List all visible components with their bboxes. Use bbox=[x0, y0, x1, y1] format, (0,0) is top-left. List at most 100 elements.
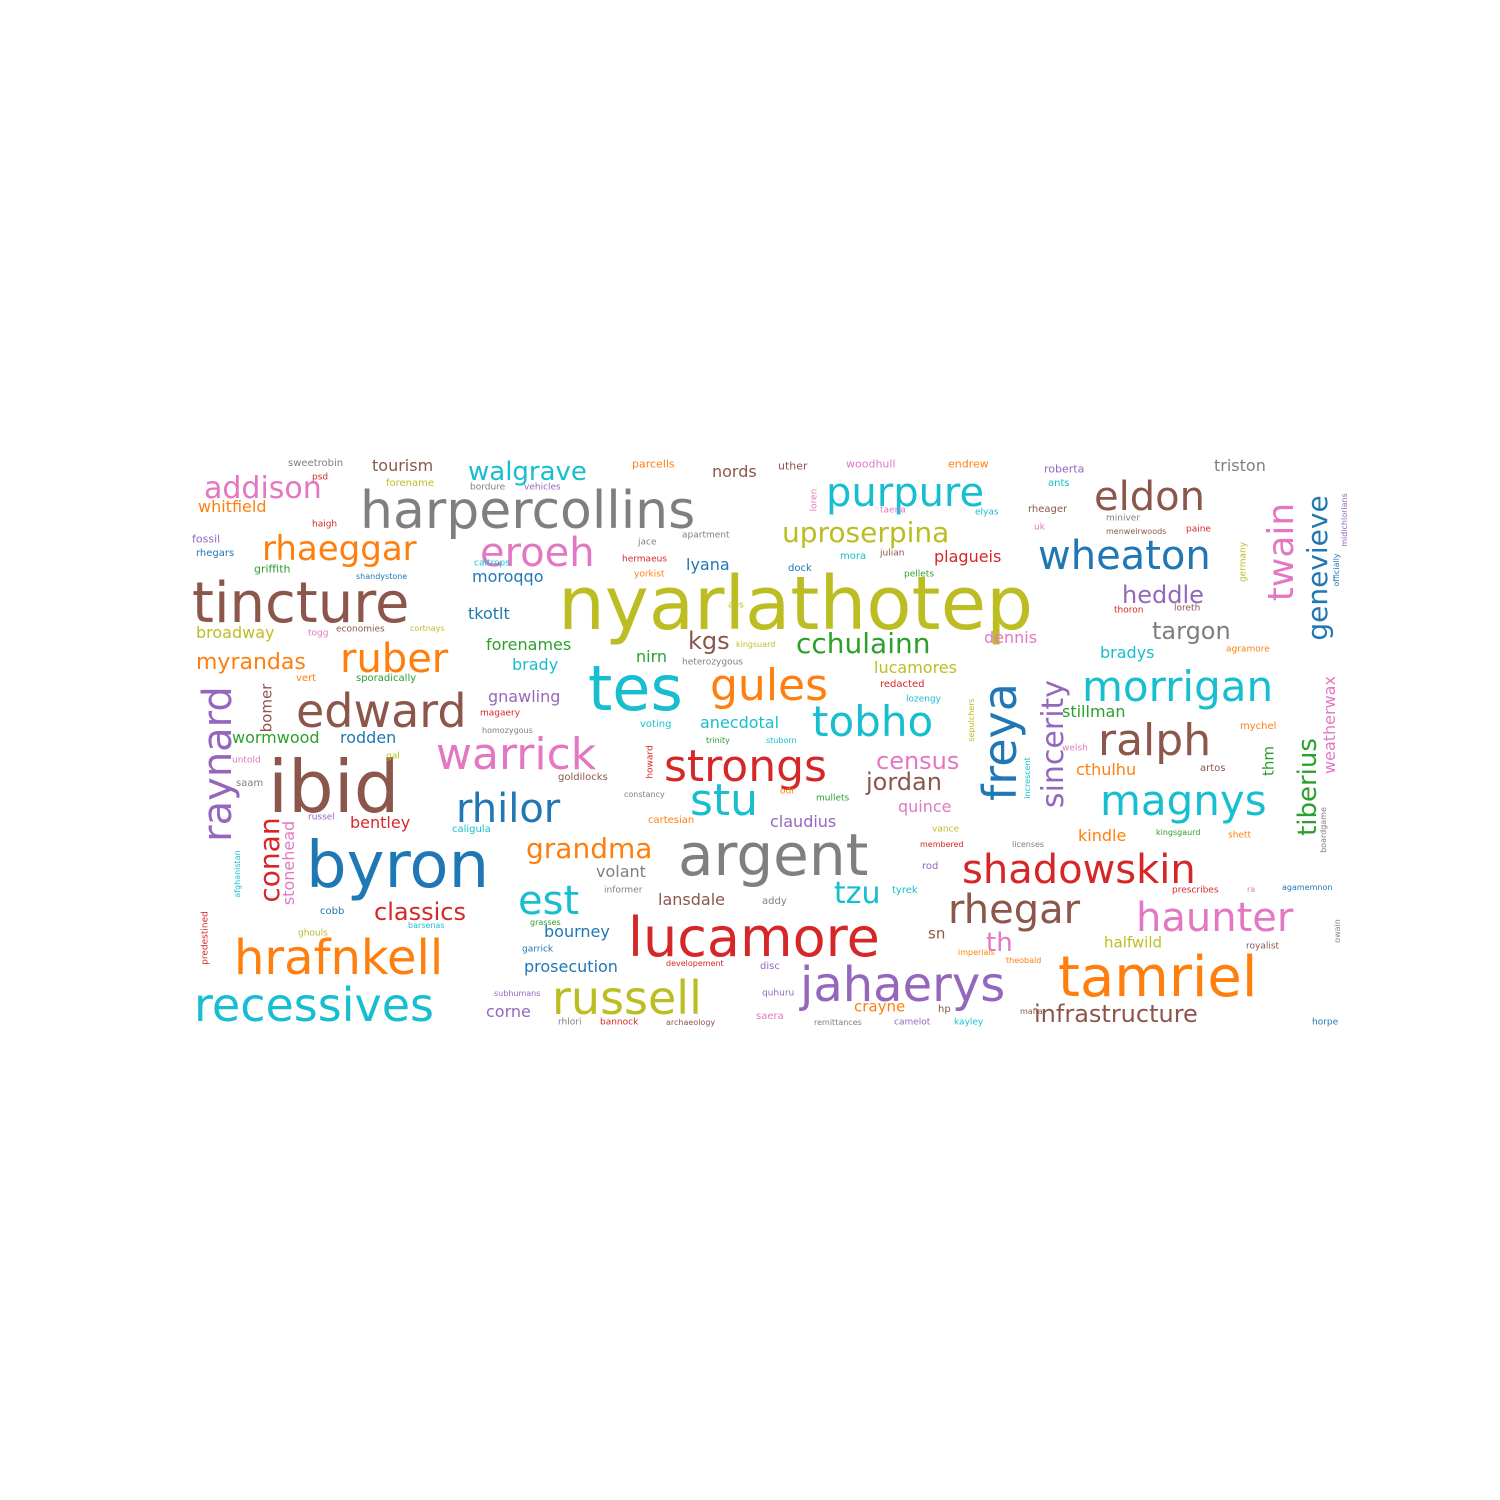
cloud-word-claudius: claudius bbox=[770, 812, 837, 831]
cloud-word-licenses: licenses bbox=[1012, 840, 1045, 849]
cloud-word-cchulainn: cchulainn bbox=[796, 627, 931, 660]
cloud-word-moroqqo: moroqqo bbox=[472, 567, 544, 586]
cloud-word-gal: gal bbox=[386, 751, 400, 762]
cloud-word-hermaeus: hermaeus bbox=[622, 554, 667, 565]
cloud-word-rhegar: rhegar bbox=[948, 887, 1081, 933]
cloud-word-aes: aes bbox=[728, 600, 744, 611]
cloud-word-mafia: mafia bbox=[1020, 1007, 1043, 1016]
cloud-word-rhegars: rhegars bbox=[196, 548, 235, 559]
cloud-word-haunter: haunter bbox=[1136, 895, 1294, 941]
cloud-word-taena: taena bbox=[880, 505, 906, 516]
cloud-word-eroeh: eroeh bbox=[480, 530, 595, 576]
cloud-word-bomer: bomer bbox=[257, 683, 276, 733]
cloud-word-saam: saam bbox=[236, 778, 264, 789]
cloud-word-volant: volant bbox=[596, 862, 646, 881]
cloud-word-wheaton: wheaton bbox=[1038, 533, 1211, 579]
cloud-word-tzu: tzu bbox=[834, 876, 881, 911]
cloud-word-jace: jace bbox=[638, 537, 657, 548]
cloud-word-addy: addy bbox=[762, 896, 787, 907]
cloud-word-barsenas: barsenas bbox=[408, 921, 445, 930]
cloud-word-harpercollins: harpercollins bbox=[360, 481, 696, 541]
cloud-word-kayley: kayley bbox=[954, 1017, 984, 1028]
cloud-word-togg: togg bbox=[308, 628, 329, 639]
cloud-word-griffith: griffith bbox=[254, 562, 291, 576]
cloud-word-triston: triston bbox=[1214, 456, 1266, 475]
cloud-word-shandystone: shandystone bbox=[356, 572, 408, 581]
cloud-word-imperials: imperials bbox=[958, 948, 995, 957]
cloud-word-ants: ants bbox=[1048, 478, 1070, 489]
cloud-word-uther: uther bbox=[778, 459, 808, 473]
cloud-word-rod: rod bbox=[922, 861, 939, 872]
cloud-word-trinity: trinity bbox=[706, 736, 730, 745]
cloud-word-cartesian: cartesian bbox=[648, 815, 695, 826]
cloud-word-bannock: bannock bbox=[600, 1017, 639, 1028]
cloud-word-loreth: loreth bbox=[1174, 603, 1201, 614]
cloud-word-edward: edward bbox=[296, 684, 467, 738]
cloud-word-hp: hp bbox=[938, 1004, 951, 1015]
cloud-word-economies: economies bbox=[336, 624, 385, 635]
cloud-word-stillman: stillman bbox=[1062, 702, 1126, 721]
cloud-word-redacted: redacted bbox=[880, 679, 925, 690]
cloud-word-whitfield: whitfield bbox=[198, 497, 267, 516]
cloud-word-mychel: mychel bbox=[1240, 721, 1277, 732]
cloud-word-informer: informer bbox=[604, 885, 643, 896]
cloud-word-membered: membered bbox=[920, 840, 964, 849]
cloud-word-bourney: bourney bbox=[544, 922, 610, 941]
cloud-word-tes: tes bbox=[588, 652, 683, 725]
cloud-word-untold: untold bbox=[232, 755, 261, 766]
cloud-word-agramore: agramore bbox=[1226, 644, 1270, 655]
cloud-word-est: est bbox=[518, 878, 580, 924]
cloud-word-loren: loren bbox=[809, 488, 820, 512]
cloud-word-subhumans: subhumans bbox=[494, 989, 541, 998]
cloud-word-kingsuard: kingsuard bbox=[736, 640, 776, 649]
cloud-word-sporadically: sporadically bbox=[356, 673, 417, 684]
cloud-word-sn: sn bbox=[928, 924, 946, 943]
cloud-word-lansdale: lansdale bbox=[658, 890, 725, 909]
cloud-word-weatherwax: weatherwax bbox=[1320, 676, 1339, 774]
cloud-word-camelot: camelot bbox=[894, 1017, 931, 1028]
cloud-word-kindle: kindle bbox=[1078, 826, 1127, 845]
cloud-word-vance: vance bbox=[932, 824, 960, 835]
cloud-word-twain: twain bbox=[1261, 502, 1302, 602]
cloud-word-midichlorians: midichlorians bbox=[1340, 493, 1349, 547]
cloud-word-ghouls: ghouls bbox=[298, 928, 328, 939]
cloud-word-garrick: garrick bbox=[522, 944, 554, 955]
cloud-word-russel: russel bbox=[308, 812, 335, 823]
cloud-word-sweetrobin: sweetrobin bbox=[288, 458, 344, 469]
cloud-word-rhaeggar: rhaeggar bbox=[262, 529, 417, 569]
cloud-word-quince: quince bbox=[898, 797, 952, 816]
cloud-word-purpure: purpure bbox=[826, 470, 985, 516]
cloud-word-tincture: tincture bbox=[192, 571, 410, 636]
cloud-word-magnys: magnys bbox=[1100, 776, 1267, 825]
cloud-word-elyas: elyas bbox=[975, 507, 999, 518]
cloud-word-heddle: heddle bbox=[1122, 581, 1204, 609]
cloud-word-cthulhu: cthulhu bbox=[1076, 760, 1137, 779]
cloud-word-gnawling: gnawling bbox=[488, 687, 561, 706]
cloud-word-byron: byron bbox=[306, 829, 490, 903]
cloud-word-ralph: ralph bbox=[1098, 715, 1212, 766]
cloud-word-th: th bbox=[986, 928, 1013, 958]
cloud-word-tourism: tourism bbox=[372, 456, 434, 475]
cloud-word-predestined: predestined bbox=[200, 911, 211, 965]
cloud-word-menweirwoods: menweirwoods bbox=[1106, 527, 1167, 536]
cloud-word-heterozygous: heterozygous bbox=[682, 657, 743, 668]
cloud-word-addison: addison bbox=[204, 471, 322, 506]
cloud-word-sepulchers: sepulchers bbox=[967, 698, 976, 742]
cloud-word-walgrave: walgrave bbox=[468, 457, 587, 487]
cloud-word-disc: disc bbox=[760, 961, 780, 972]
cloud-word-crayne: crayne bbox=[854, 997, 906, 1016]
cloud-word-cortnays: cortnays bbox=[410, 624, 445, 633]
cloud-word-brady: brady bbox=[512, 655, 559, 674]
cloud-word-thoron: thoron bbox=[1114, 605, 1144, 616]
cloud-word-caligula: caligula bbox=[452, 824, 491, 835]
cloud-word-dennis: dennis bbox=[984, 628, 1038, 647]
cloud-word-rodden: rodden bbox=[340, 728, 397, 747]
cloud-word-classics: classics bbox=[374, 898, 466, 926]
cloud-word-bordure: bordure bbox=[470, 482, 506, 493]
cloud-word-constancy: constancy bbox=[624, 790, 665, 799]
cloud-word-uproserpina: uproserpina bbox=[782, 516, 950, 549]
cloud-word-grasses: grasses bbox=[530, 918, 561, 927]
cloud-word-homozygous: homozygous bbox=[482, 726, 533, 735]
cloud-word-census: census bbox=[876, 747, 960, 775]
cloud-word-jahaerys: jahaerys bbox=[800, 957, 1006, 1013]
